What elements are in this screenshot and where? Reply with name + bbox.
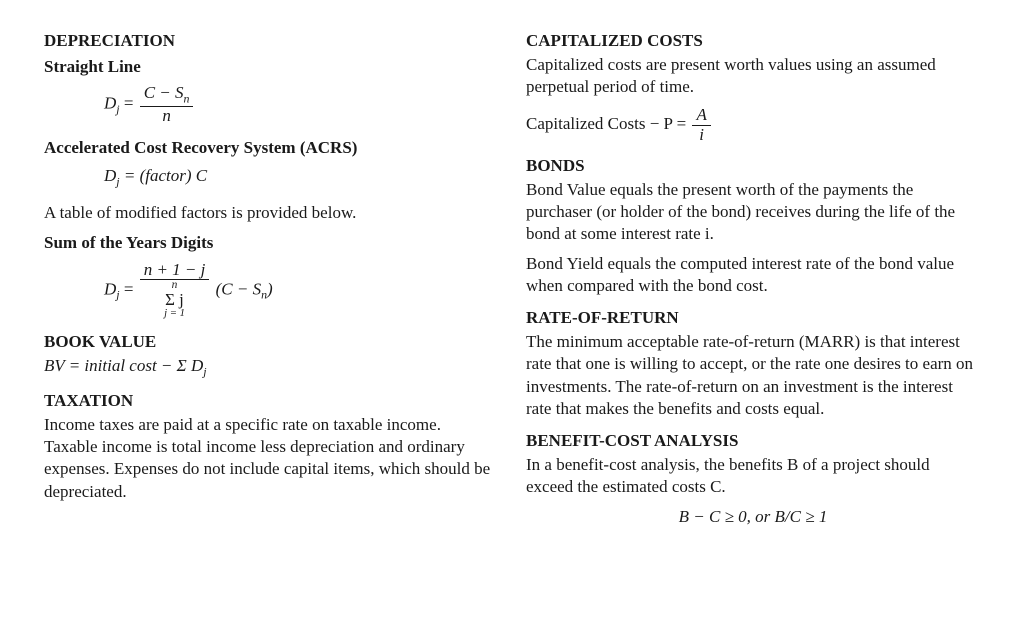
left-column: DEPRECIATION Straight Line Dj = C − Sn n…: [30, 30, 512, 602]
cap-costs-text: Capitalized costs are present worth valu…: [526, 54, 980, 98]
sl-equals: =: [124, 94, 138, 113]
cap-costs-formula: Capitalized Costs − P = A i: [526, 106, 980, 144]
syd-formula: Dj = n + 1 − j n Σ j j = 1 (C − Sn): [104, 261, 498, 320]
syd-lhs: D: [104, 279, 116, 298]
sl-lhs: D: [104, 94, 116, 113]
sl-frac: C − Sn n: [140, 84, 194, 125]
cc-lead: Capitalized Costs − P =: [526, 114, 690, 133]
acrs-rest: = (factor) C: [120, 166, 208, 185]
cap-costs-title: CAPITALIZED COSTS: [526, 30, 980, 52]
bca-title: BENEFIT-COST ANALYSIS: [526, 430, 980, 452]
bv-text: BV = initial cost − Σ D: [44, 356, 203, 375]
acrs-d: D: [104, 166, 116, 185]
straight-line-formula: Dj = C − Sn n: [104, 84, 498, 125]
bonds-title: BONDS: [526, 155, 980, 177]
syd-den: n Σ j j = 1: [140, 280, 210, 319]
syd-frac: n + 1 − j n Σ j j = 1: [140, 261, 210, 320]
sl-num-sub: n: [184, 92, 190, 106]
depreciation-title: DEPRECIATION: [44, 30, 498, 52]
bv-sub: j: [203, 365, 206, 379]
ror-title: RATE-OF-RETURN: [526, 307, 980, 329]
syd-label: Sum of the Years Digits: [44, 232, 498, 254]
syd-tail-close: ): [267, 279, 273, 298]
sl-num: C − S: [144, 83, 184, 102]
taxation-title: TAXATION: [44, 390, 498, 412]
page: DEPRECIATION Straight Line Dj = C − Sn n…: [0, 0, 1024, 622]
syd-num: n + 1 − j: [140, 261, 210, 281]
sl-den: n: [140, 107, 194, 126]
syd-lhs-sub: j: [116, 287, 119, 301]
syd-sigma-bot: j = 1: [164, 308, 185, 319]
syd-tail: (C − S: [216, 279, 261, 298]
syd-sigma: n Σ j j = 1: [164, 280, 185, 319]
acrs-note: A table of modified factors is provided …: [44, 202, 498, 224]
book-value-formula: BV = initial cost − Σ Dj: [44, 355, 498, 380]
bca-formula: B − C ≥ 0, or B/C ≥ 1: [526, 506, 980, 528]
book-value-title: BOOK VALUE: [44, 331, 498, 353]
acrs-label: Accelerated Cost Recovery System (ACRS): [44, 137, 498, 159]
cc-den: i: [692, 126, 710, 145]
syd-sigma-mid: Σ j: [164, 292, 185, 309]
ror-text: The minimum acceptable rate-of-return (M…: [526, 331, 980, 419]
syd-equals: =: [124, 279, 138, 298]
bonds-p1: Bond Value equals the present worth of t…: [526, 179, 980, 245]
taxation-text: Income taxes are paid at a specific rate…: [44, 414, 498, 502]
sl-lhs-sub: j: [116, 102, 119, 116]
cc-frac: A i: [692, 106, 710, 144]
acrs-formula: Dj = (factor) C: [104, 165, 498, 190]
bca-text: In a benefit-cost analysis, the benefits…: [526, 454, 980, 498]
right-column: CAPITALIZED COSTS Capitalized costs are …: [512, 30, 994, 602]
bonds-p2: Bond Yield equals the computed interest …: [526, 253, 980, 297]
straight-line-label: Straight Line: [44, 56, 498, 78]
cc-num: A: [692, 106, 710, 126]
